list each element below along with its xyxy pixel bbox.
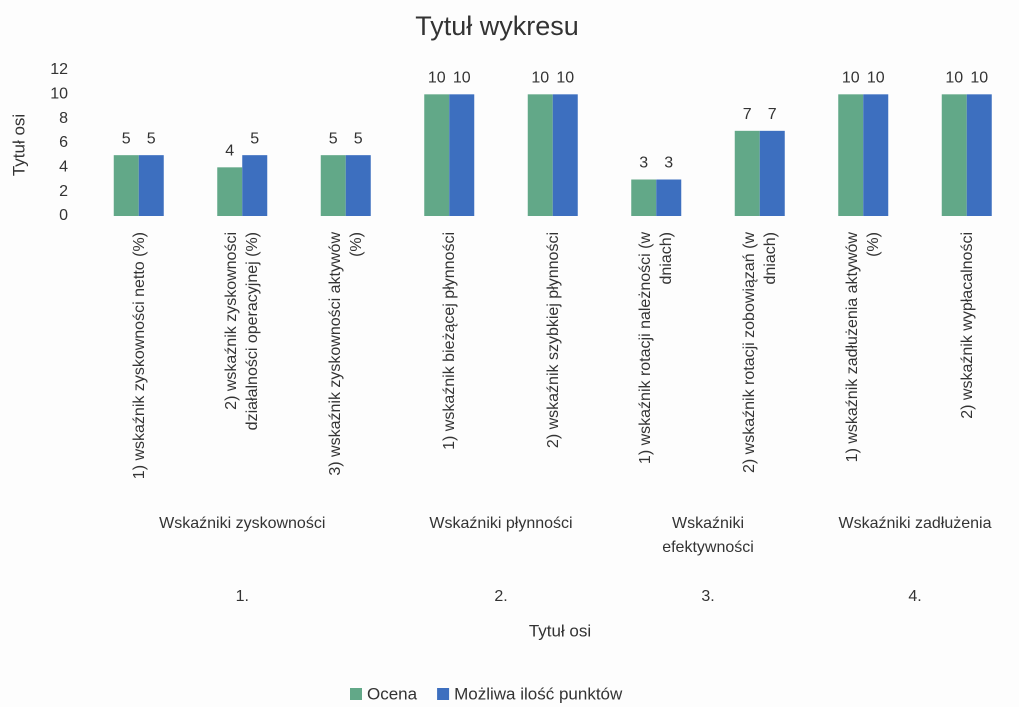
- data-label: 10: [428, 70, 446, 87]
- data-label: 10: [867, 70, 885, 87]
- legend-swatch: [437, 688, 450, 700]
- x-tick-text: 1) wskaźnik zyskowności netto (%): [130, 232, 148, 480]
- legend-label: Możliwa ilość punktów: [454, 684, 623, 703]
- x-tick-text: 1) wskaźnik zadłużenia aktywów (%): [844, 232, 883, 463]
- data-label: 10: [970, 70, 988, 87]
- group-number: 4.: [908, 588, 922, 605]
- bar: [838, 94, 864, 216]
- data-label: 5: [147, 130, 156, 147]
- bar: [759, 130, 785, 216]
- group-label: Wskaźniki zyskowności: [159, 515, 326, 532]
- x-tick-label: 1) wskaźnik rotacji należności (w dniach…: [633, 232, 679, 482]
- bar: [734, 130, 760, 216]
- chart-title: Tytuł wykresu: [415, 11, 579, 41]
- data-label: 10: [945, 70, 963, 87]
- bar: [424, 94, 450, 216]
- y-axis-title: Tytuł osi: [9, 114, 28, 176]
- y-tick-label: 4: [59, 159, 68, 176]
- data-label: 10: [453, 70, 471, 87]
- x-tick-text: 2) wskaźnik szybkiej płynności: [544, 232, 562, 449]
- y-tick-label: 6: [59, 134, 68, 151]
- x-tick-label: 2) wskaźnik rotacji zobowiązań (w dniach…: [737, 232, 783, 482]
- data-label: 10: [842, 70, 860, 87]
- data-label: 4: [225, 143, 234, 160]
- data-label: 10: [531, 70, 549, 87]
- bar: [941, 94, 967, 216]
- bar: [138, 155, 164, 216]
- x-tick-text: 3) wskaźnik zyskowności aktywów (%): [326, 232, 365, 476]
- legend-label: Ocena: [367, 684, 418, 703]
- x-tick-label: 1) wskaźnik zyskowności netto (%): [116, 232, 162, 482]
- group-label: Wskaźniki efektywności: [662, 515, 754, 556]
- data-label: 7: [768, 106, 777, 123]
- x-tick-text: 2) wskaźnik zyskowności działalności ope…: [223, 232, 262, 431]
- bar: [863, 94, 889, 216]
- y-tick-label: 10: [50, 86, 68, 103]
- x-tick-label: 3) wskaźnik zyskowności aktywów (%): [323, 232, 369, 482]
- bar: [552, 94, 578, 216]
- bar: [320, 155, 346, 216]
- bar: [242, 155, 268, 216]
- data-label: 5: [329, 130, 338, 147]
- y-tick-label: 0: [59, 207, 68, 224]
- x-tick-label: 1) wskaźnik bieżącej płynności: [426, 232, 472, 482]
- data-label: 5: [250, 130, 259, 147]
- x-tick-text: 1) wskaźnik rotacji należności (w dniach…: [637, 232, 676, 465]
- data-label: 3: [639, 155, 648, 172]
- y-tick-label: 8: [59, 110, 68, 127]
- y-tick-label: 12: [50, 61, 68, 78]
- group-label: Wskaźniki płynności: [429, 515, 573, 532]
- bar: [345, 155, 371, 216]
- group-number: 3.: [701, 588, 715, 605]
- data-label: 3: [664, 155, 673, 172]
- x-tick-text: 2) wskaźnik rotacji zobowiązań (w dniach…: [740, 232, 779, 473]
- x-tick-text: 2) wskaźnik wypłacalności: [958, 232, 976, 419]
- legend-swatch: [350, 688, 362, 700]
- data-label: 5: [122, 130, 131, 147]
- x-axis-title: Tytuł osi: [529, 621, 591, 640]
- data-label: 10: [556, 70, 574, 87]
- bar: [217, 167, 243, 216]
- x-tick-label: 2) wskaźnik szybkiej płynności: [530, 232, 576, 482]
- x-tick-label: 2) wskaźnik wypłacalności: [944, 232, 990, 482]
- data-label: 5: [354, 130, 363, 147]
- group-number: 1.: [235, 588, 249, 605]
- bar: [656, 179, 682, 216]
- group-number: 2.: [494, 588, 508, 605]
- x-tick-label: 2) wskaźnik zyskowności działalności ope…: [219, 232, 265, 482]
- x-tick-label: 1) wskaźnik zadłużenia aktywów (%): [840, 232, 886, 482]
- bar: [527, 94, 553, 216]
- y-tick-label: 2: [59, 183, 68, 200]
- x-tick-text: 1) wskaźnik bieżącej płynności: [440, 232, 458, 450]
- bar: [449, 94, 475, 216]
- data-label: 7: [743, 106, 752, 123]
- bar: [113, 155, 139, 216]
- bar: [631, 179, 657, 216]
- group-label: Wskaźniki zadłużenia: [838, 515, 992, 532]
- bar: [966, 94, 992, 216]
